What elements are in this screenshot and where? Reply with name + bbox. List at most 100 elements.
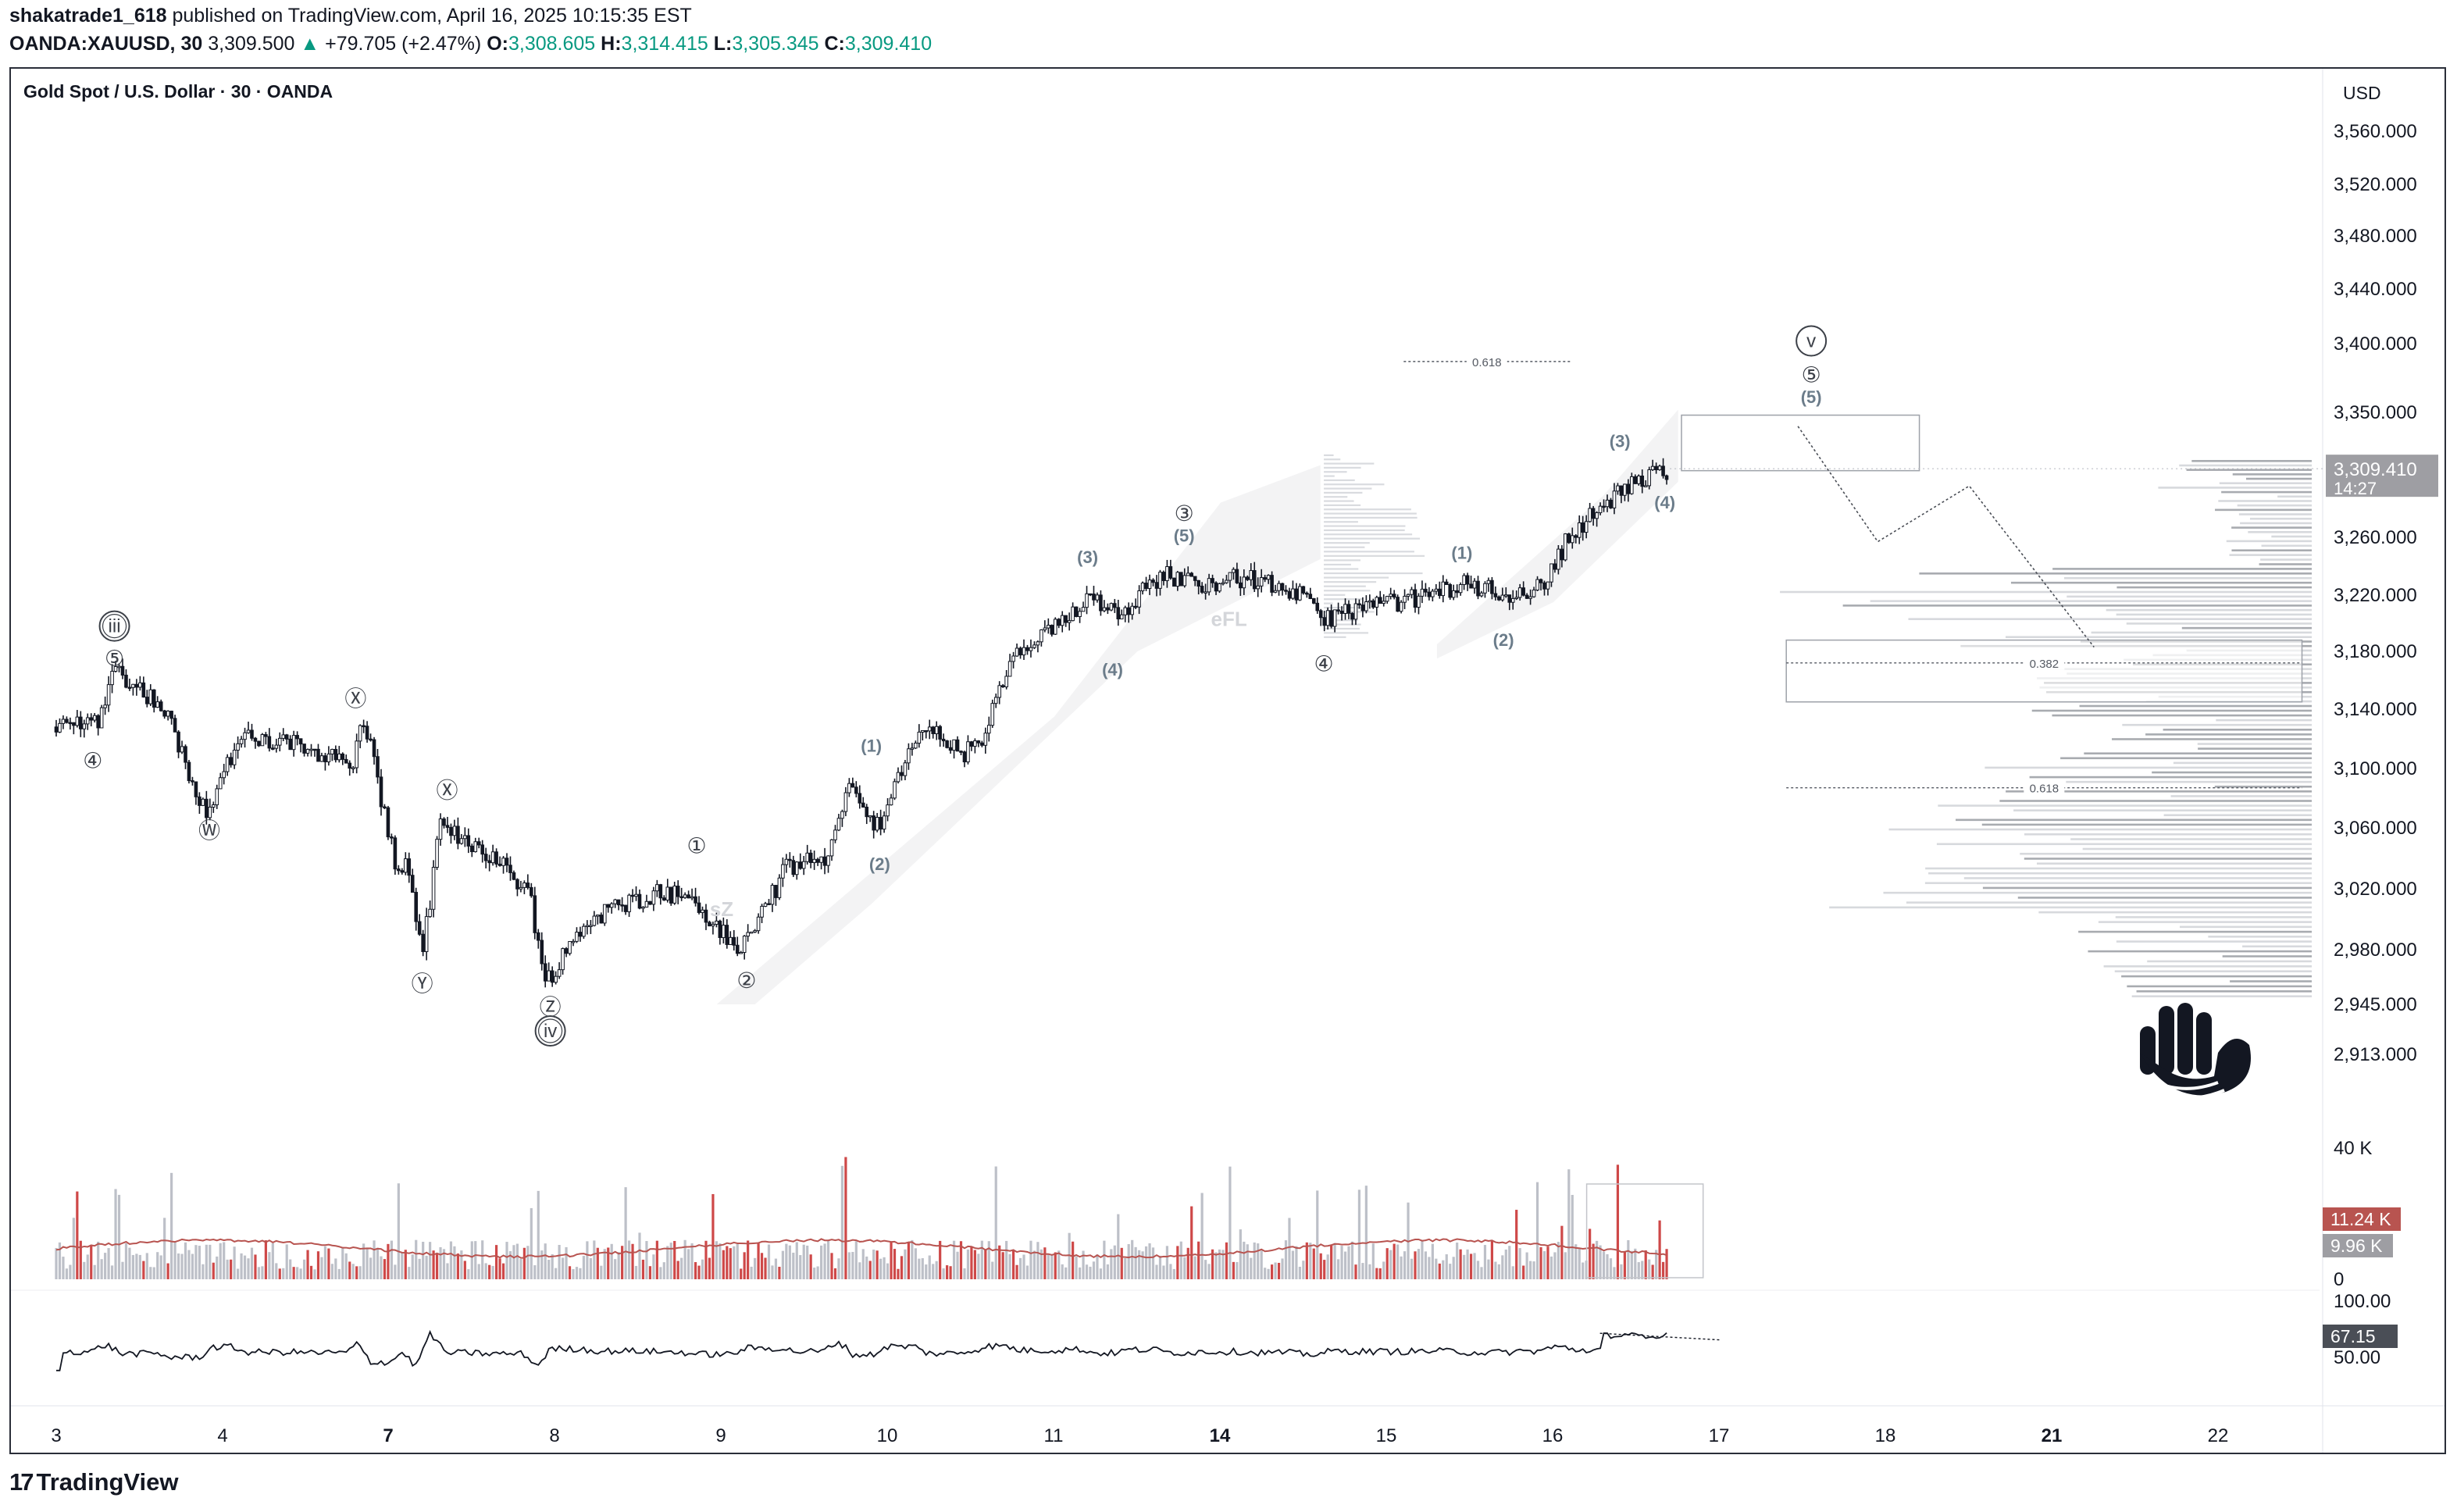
volume-bar [1032,1250,1036,1279]
candle-body [728,936,733,945]
candle-body [1060,615,1064,626]
volume-bar [107,1248,110,1279]
candle-body [1368,600,1372,603]
volume-profile-bar [1999,800,2312,802]
candle-body [1325,610,1330,626]
volume-bar [1414,1251,1417,1279]
time-tick-label: 15 [1376,1425,1397,1446]
candle-body [414,892,419,922]
candle-body [1175,572,1180,587]
candle-body [1294,588,1299,601]
candle-body [896,772,900,783]
volume-bar [201,1264,205,1279]
volume-bar [522,1247,526,1279]
candle-body [1032,644,1036,648]
candle-body [1472,580,1477,589]
fib-label-bg [2024,779,2065,795]
candle-body [246,729,251,733]
volume-bar [446,1263,449,1279]
volume-profile-bar [2240,522,2312,525]
candle-body [1591,508,1596,519]
candle-body [1535,579,1539,590]
volume-profile-bar [2248,531,2312,533]
volume-bar [743,1252,746,1279]
volume-profile-bar [1956,818,2312,822]
candle-body [417,921,422,935]
time-tick-label: 16 [1542,1425,1564,1446]
volume-bar [886,1263,890,1279]
volume-bar [1368,1264,1371,1279]
volume-bar [1428,1257,1431,1279]
volume-profile-bar [2221,490,2312,494]
candle-body [945,740,949,748]
candle-body [232,750,237,765]
volume-bar [1330,1245,1333,1279]
candle-body [1050,625,1054,635]
volume-bar [1421,1239,1424,1279]
candle-body [1493,593,1498,597]
candle-body [1532,589,1536,597]
session-profile-bar [1324,581,1377,583]
candle-body [1507,594,1512,603]
currency-label[interactable]: USD [2343,83,2381,103]
volume-bar [1333,1243,1336,1279]
candle-body [760,905,764,918]
volume-bar [1546,1246,1549,1279]
volume-bar [429,1242,432,1279]
fib-label-bg [2024,654,2065,670]
volume-bar [547,1260,551,1279]
candle-body [169,711,173,719]
candle-body [473,841,478,853]
candle-body [260,734,265,747]
candle-body [1081,607,1086,612]
candle-body [753,930,757,933]
candle-body [1427,591,1432,597]
candle-body [1577,522,1582,538]
volume-bar [1620,1264,1623,1279]
candle-body [973,740,977,747]
volume-bar [145,1253,148,1279]
author-name[interactable]: shakatrade1_618 [9,5,167,27]
candle-body [861,802,865,808]
candle-body [1524,594,1529,599]
volume-bar [351,1264,355,1279]
volume-bar [582,1256,586,1279]
candle-body [1557,548,1560,570]
wave-label: ③ [1175,501,1194,526]
candle-body [1339,610,1344,614]
candle-body [103,704,107,708]
candle-body [1438,588,1442,597]
volume-profile-bar [2079,704,2312,708]
volume-bar [1336,1259,1340,1279]
volume-bar [264,1240,267,1279]
session-profile-bar [1324,568,1359,570]
candle-body [337,753,341,761]
volume-bar [1218,1249,1221,1279]
session-profile-bar [1324,491,1363,494]
candle-body [1389,594,1393,597]
volume-bar [1364,1186,1368,1279]
candle-body [1413,589,1418,608]
volume-bar [530,1207,533,1279]
candle-body [1252,570,1257,590]
candle-body [756,916,761,932]
candle-body [1168,566,1173,579]
volume-profile-bar [2231,549,2312,552]
footer-brand[interactable]: 17 TradingView [9,1468,179,1496]
candle-body [1057,619,1061,626]
volume-profile-bar [2121,975,2312,978]
candle-body [376,756,380,778]
volume-bar [1131,1239,1134,1279]
volume-bar [226,1259,229,1279]
volume-bar [809,1254,812,1279]
volume-bar [589,1257,592,1279]
candle-body [865,806,869,818]
volume-bar [631,1243,634,1279]
volume-bar [1096,1254,1099,1279]
candle-body [829,839,834,857]
volume-profile-bar [2017,897,2312,899]
candle-body [620,904,624,907]
volume-bar [1539,1246,1542,1279]
price-tick-label: 3,440.000 [2334,279,2417,300]
